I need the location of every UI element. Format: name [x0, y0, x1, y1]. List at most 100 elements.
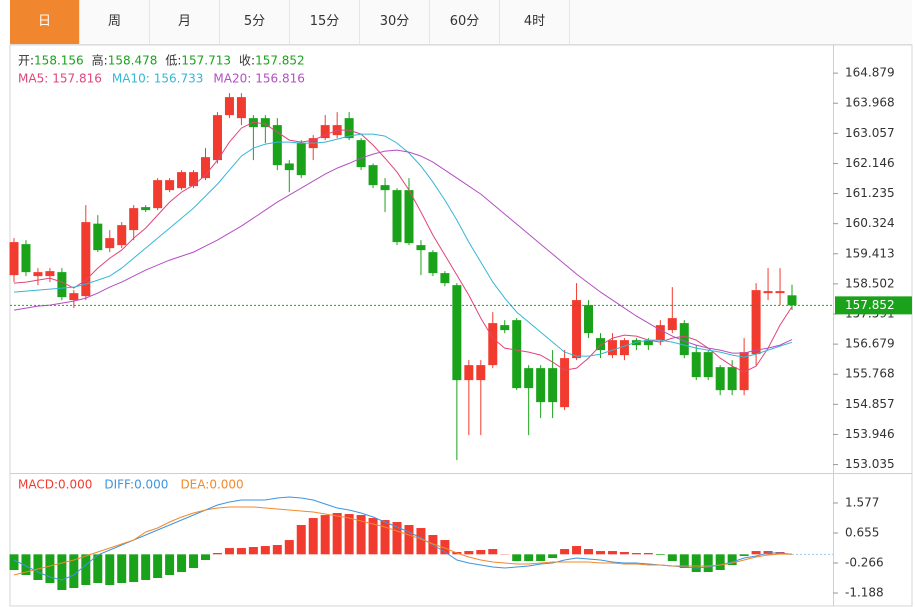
- candle-body: [368, 165, 378, 186]
- macd-bar: [595, 551, 605, 555]
- chart-frame: [9, 44, 913, 607]
- candle-body: [177, 172, 187, 189]
- y-tick-label: 161.235: [845, 186, 895, 200]
- macd-bar: [212, 553, 222, 555]
- candle-body: [57, 272, 67, 298]
- macd-line: [13, 506, 793, 576]
- macd-bar: [631, 553, 641, 555]
- candle-body: [667, 318, 677, 331]
- candle-body: [33, 272, 43, 277]
- candle-body: [440, 273, 450, 284]
- legend-text: 156.733: [154, 72, 204, 86]
- macd-bar: [57, 554, 67, 590]
- candle-body: [584, 305, 594, 334]
- y-tick-label: 155.768: [845, 367, 895, 381]
- macd-bar: [21, 554, 31, 576]
- y-tick-label: 164.879: [845, 66, 895, 80]
- candle-body: [45, 271, 55, 277]
- y-tick-label: -1.188: [845, 585, 884, 599]
- y-tick-label: 163.968: [845, 96, 895, 110]
- macd-bar: [260, 546, 270, 555]
- candle-body: [320, 125, 330, 139]
- ma-line: [13, 121, 793, 373]
- macd-bar: [45, 554, 55, 583]
- tab[interactable]: 4时: [500, 0, 570, 44]
- legend-text: 0.000: [209, 478, 243, 492]
- candle-body: [691, 352, 701, 378]
- candle-body: [201, 157, 211, 179]
- candle-body: [93, 223, 103, 251]
- tab[interactable]: 60分: [430, 0, 500, 44]
- macd-bar: [9, 554, 19, 571]
- candle-body: [224, 97, 234, 116]
- tab[interactable]: 月: [150, 0, 220, 44]
- macd-bar: [655, 554, 665, 556]
- candle-body: [129, 208, 139, 231]
- macd-bar: [236, 548, 246, 555]
- macd-bar: [93, 554, 103, 583]
- candle-body: [715, 367, 725, 391]
- candle-body: [536, 368, 546, 403]
- y-tick-label: 1.577: [845, 495, 879, 509]
- legend-text: MA10:: [112, 72, 150, 86]
- macd-bar: [248, 547, 258, 555]
- tab[interactable]: 日: [10, 0, 80, 44]
- candle-body: [619, 340, 629, 356]
- macd-bar: [404, 525, 414, 555]
- candle-body: [356, 140, 366, 168]
- macd-bar: [619, 552, 629, 555]
- legend-text: MA20:: [213, 72, 251, 86]
- y-tick-label: 156.679: [845, 337, 895, 351]
- macd-bar: [560, 549, 570, 555]
- macd-bar: [667, 554, 677, 562]
- legend-text: 157.852: [255, 54, 305, 68]
- candle-body: [560, 358, 570, 408]
- y-tick-label: 0.655: [845, 526, 879, 540]
- macd-bar: [344, 514, 354, 555]
- macd-bar: [536, 554, 546, 562]
- macd-bar: [715, 554, 725, 571]
- legend-text: MA5:: [18, 72, 48, 86]
- macd-bar: [296, 525, 306, 555]
- ma-line: [13, 133, 793, 358]
- candle-body: [117, 225, 127, 246]
- legend-text: 158.478: [108, 54, 158, 68]
- macd-bar: [308, 518, 318, 555]
- candle-body: [476, 365, 486, 381]
- candle-body: [416, 245, 426, 251]
- candle-body: [153, 180, 163, 209]
- y-tick-label: 162.146: [845, 156, 895, 170]
- candle-body: [727, 367, 737, 391]
- candle-body: [69, 293, 79, 301]
- macd-bar: [524, 554, 534, 562]
- legend-text: 156.816: [255, 72, 305, 86]
- macd-bar: [392, 522, 402, 555]
- candle-body: [488, 323, 498, 366]
- candle-body: [524, 368, 534, 389]
- y-tick-label: 163.057: [845, 126, 895, 140]
- tab[interactable]: 5分: [220, 0, 290, 44]
- y-tick-label: 153.946: [845, 427, 895, 441]
- macd-bar: [165, 554, 175, 576]
- macd-bar: [129, 554, 139, 583]
- legend-text: 0.000: [58, 478, 92, 492]
- tab[interactable]: 15分: [290, 0, 360, 44]
- macd-bar: [476, 550, 486, 555]
- legend-text: 收:: [239, 54, 255, 68]
- macd-bar: [153, 554, 163, 579]
- legend-text: MACD:: [18, 478, 58, 492]
- macd-bar: [177, 554, 187, 573]
- macd-bar: [584, 549, 594, 555]
- y-tick-label: 154.857: [845, 397, 895, 411]
- candle-body: [392, 190, 402, 243]
- macd-bar: [488, 549, 498, 555]
- tab[interactable]: 周: [80, 0, 150, 44]
- macd-bar: [320, 515, 330, 555]
- tab[interactable]: 30分: [360, 0, 430, 44]
- candle-body: [165, 180, 175, 191]
- macd-bar: [356, 515, 366, 555]
- macd-bar: [141, 554, 151, 581]
- tab-bar: 日周月 5分 15分 30分 60分 4时: [10, 0, 912, 45]
- macd-bar: [224, 548, 234, 555]
